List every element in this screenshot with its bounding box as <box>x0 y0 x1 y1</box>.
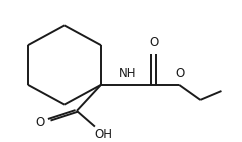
Text: NH: NH <box>119 67 136 80</box>
Text: OH: OH <box>94 128 112 141</box>
Text: O: O <box>35 116 44 129</box>
Text: O: O <box>176 67 185 80</box>
Text: O: O <box>149 36 159 49</box>
